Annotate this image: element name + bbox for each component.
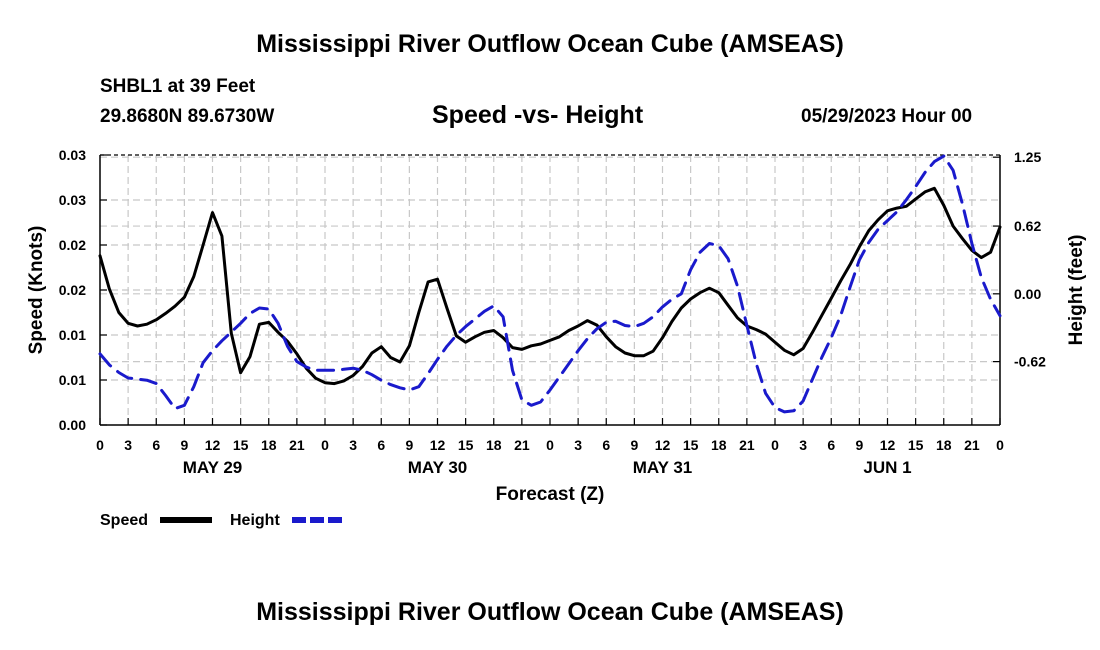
station-coordinates: 29.8680N 89.6730W (100, 106, 275, 127)
y-left-tick-label: 0.01 (59, 327, 86, 343)
x-tick-label: 9 (180, 437, 188, 453)
x-tick-label: 18 (711, 437, 727, 453)
date-label: MAY 29 (183, 458, 243, 477)
x-tick-label: 3 (799, 437, 807, 453)
date-label: JUN 1 (863, 458, 911, 477)
date-label: MAY 31 (633, 458, 693, 477)
axis-labels: 0 3 6 9 12 15 18 21 0 3 6 9 12 15 18 21 0 3 6 9 12 15 18 21 0 3 6 9… (26, 147, 1087, 505)
chart-legend: Speed Height (100, 512, 343, 529)
y-right-tick-label: 1.25 (1014, 149, 1041, 165)
x-tick-label: 21 (289, 437, 305, 453)
grid-lines (100, 155, 1000, 425)
chart-title: Mississippi River Outflow Ocean Cube (AM… (256, 30, 844, 58)
y-left-tick-label: 0.02 (59, 237, 86, 253)
x-tick-label: 0 (996, 437, 1004, 453)
y-right-tick-label: -0.62 (1014, 354, 1046, 370)
y-right-tick-label: 0.62 (1014, 218, 1041, 234)
station-label: SHBL1 at 39 Feet (100, 76, 256, 97)
x-tick-label: 6 (602, 437, 610, 453)
y-left-tick-label: 0.01 (59, 372, 86, 388)
x-tick-label: 6 (827, 437, 835, 453)
series-line-speed (98, 186, 1002, 386)
x-tick-label: 12 (430, 437, 446, 453)
forecast-datetime: 05/29/2023 Hour 00 (801, 106, 973, 127)
y-left-axis-title: Speed (Knots) (26, 226, 47, 355)
x-tick-label: 0 (96, 437, 104, 453)
x-tick-label: 18 (936, 437, 952, 453)
x-tick-label: 21 (514, 437, 530, 453)
x-tick-label: 3 (349, 437, 357, 453)
x-tick-label: 9 (405, 437, 413, 453)
y-right-axis-title: Height (feet) (1066, 235, 1087, 346)
x-tick-label: 15 (233, 437, 249, 453)
x-tick-label: 18 (486, 437, 502, 453)
x-tick-label: 12 (205, 437, 221, 453)
x-tick-label: 15 (683, 437, 699, 453)
x-tick-label: 6 (377, 437, 385, 453)
x-tick-label: 12 (655, 437, 671, 453)
x-tick-label: 21 (739, 437, 755, 453)
legend-label-speed: Speed (100, 512, 148, 529)
x-tick-label: 0 (771, 437, 779, 453)
y-left-tick-label: 0.03 (59, 147, 86, 163)
chart-subtitle: Speed -vs- Height (432, 101, 644, 129)
x-tick-label: 3 (574, 437, 582, 453)
x-tick-label: 6 (152, 437, 160, 453)
x-axis-title: Forecast (Z) (496, 484, 605, 505)
date-label: MAY 30 (408, 458, 468, 477)
x-tick-label: 18 (261, 437, 277, 453)
x-tick-label: 3 (124, 437, 132, 453)
x-tick-label: 0 (546, 437, 554, 453)
x-tick-label: 0 (321, 437, 329, 453)
footer-title: Mississippi River Outflow Ocean Cube (AM… (256, 598, 844, 626)
series-line-height (98, 154, 1002, 414)
x-tick-label: 21 (964, 437, 980, 453)
x-tick-label: 15 (458, 437, 474, 453)
y-left-tick-label: 0.02 (59, 282, 86, 298)
legend-label-height: Height (230, 512, 280, 529)
y-left-tick-label: 0.03 (59, 192, 86, 208)
x-tick-label: 12 (880, 437, 896, 453)
x-tick-label: 9 (630, 437, 638, 453)
y-left-tick-label: 0.00 (59, 417, 86, 433)
x-tick-label: 15 (908, 437, 924, 453)
x-tick-label: 9 (855, 437, 863, 453)
series-layer (98, 154, 1002, 414)
chart-axes (99, 154, 1001, 426)
y-right-tick-label: 0.00 (1014, 286, 1041, 302)
